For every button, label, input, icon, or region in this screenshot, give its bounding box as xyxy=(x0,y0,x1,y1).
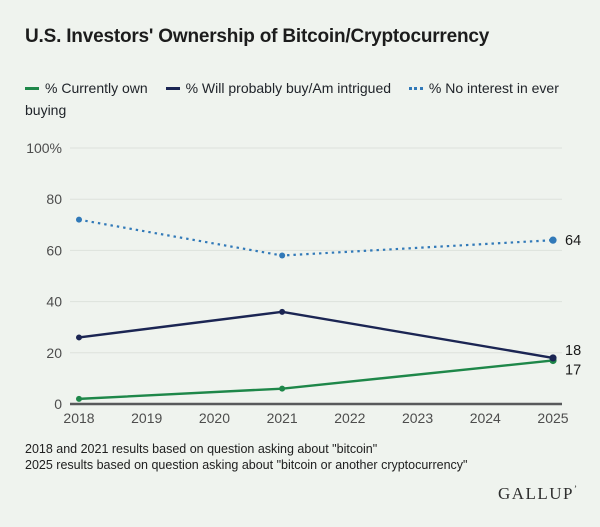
footnote-line-2: 2025 results based on question asking ab… xyxy=(25,458,468,472)
x-tick-label-2021: 2021 xyxy=(267,410,298,426)
series-line--currently-own xyxy=(78,359,554,401)
legend-label-currently-own: % Currently own xyxy=(45,80,148,96)
gallup-logo: GALLUP’ xyxy=(498,484,577,504)
footnote-line-1: 2018 and 2021 results based on question … xyxy=(25,442,378,456)
gallup-trademark-icon: ’ xyxy=(574,484,577,494)
legend-label-will-probably-buy: % Will probably buy/Am intrigued xyxy=(185,80,392,96)
data-point-2018-2 xyxy=(76,395,82,402)
navy-line-swatch-icon xyxy=(165,87,180,90)
end-value-label-64: 64 xyxy=(565,233,581,249)
x-tick-label-2020: 2020 xyxy=(199,410,230,426)
data-point-2018-26 xyxy=(76,334,82,341)
gallup-wordmark: GALLUP xyxy=(497,484,574,503)
x-tick-label-2019: 2019 xyxy=(131,410,162,426)
data-point-2021-36 xyxy=(279,308,286,315)
y-tick-label-20: 20 xyxy=(46,345,62,361)
y-tick-label-80: 80 xyxy=(46,191,62,207)
data-point-2025-64 xyxy=(549,236,557,244)
data-point-2025-18 xyxy=(549,354,557,362)
legend-label-no-interest: % No interest in ever buying xyxy=(25,80,559,118)
series-line--will-probably-buy-am-intrigued xyxy=(78,310,554,360)
end-value-label-17: 17 xyxy=(565,362,581,378)
end-value-label-18: 18 xyxy=(565,343,581,359)
data-point-2021-58 xyxy=(279,252,286,259)
y-tick-label-0: 0 xyxy=(54,396,62,412)
chart-footnotes: 2018 and 2021 results based on question … xyxy=(25,441,467,473)
chart-title: U.S. Investors' Ownership of Bitcoin/Cry… xyxy=(25,26,490,47)
x-tick-label-2018: 2018 xyxy=(63,410,94,426)
chart-legend: % Currently own % Will probably buy/Am i… xyxy=(25,77,573,121)
legend-item-currently-own: % Currently own xyxy=(25,80,148,96)
x-tick-label-2024: 2024 xyxy=(470,410,501,426)
green-line-swatch-icon xyxy=(25,87,39,90)
y-tick-label-40: 40 xyxy=(46,294,62,310)
x-tick-label-2025: 2025 xyxy=(537,410,568,426)
y-tick-label-100: 100% xyxy=(26,140,62,156)
x-tick-label-2022: 2022 xyxy=(334,410,365,426)
legend-item-no-interest: % No interest in ever buying xyxy=(25,80,559,118)
x-tick-label-2023: 2023 xyxy=(402,410,433,426)
data-point-2021-6 xyxy=(279,385,286,392)
dotted-line-swatch-icon xyxy=(408,87,423,90)
legend-item-will-probably-buy: % Will probably buy/Am intrigued xyxy=(165,80,392,96)
y-tick-label-60: 60 xyxy=(46,242,62,258)
line-chart: 0 20 40 60 80 100% 2018 2019 2020 2021 2022 2023 202… xyxy=(26,140,581,426)
data-point-2018-72 xyxy=(76,216,82,223)
